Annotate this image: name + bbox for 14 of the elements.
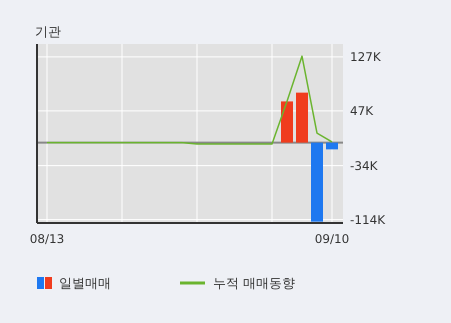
bar xyxy=(281,101,293,143)
x-tick-label: 08/13 xyxy=(30,232,64,246)
x-tick-label: 09/10 xyxy=(314,232,350,246)
legend-label: 일별매매 xyxy=(59,276,111,292)
bar xyxy=(326,142,338,150)
y-tick-label: -114K xyxy=(350,212,386,227)
line-series xyxy=(46,55,333,145)
y-tick-label: 127K xyxy=(350,50,382,64)
bar xyxy=(311,142,323,222)
bar xyxy=(296,92,308,143)
legend-label: 누적 매매동향 xyxy=(213,276,296,292)
chart-title: 기관 xyxy=(35,25,61,40)
y-tick-label: 47K xyxy=(350,104,374,118)
y-tick-label: -34K xyxy=(350,158,379,173)
